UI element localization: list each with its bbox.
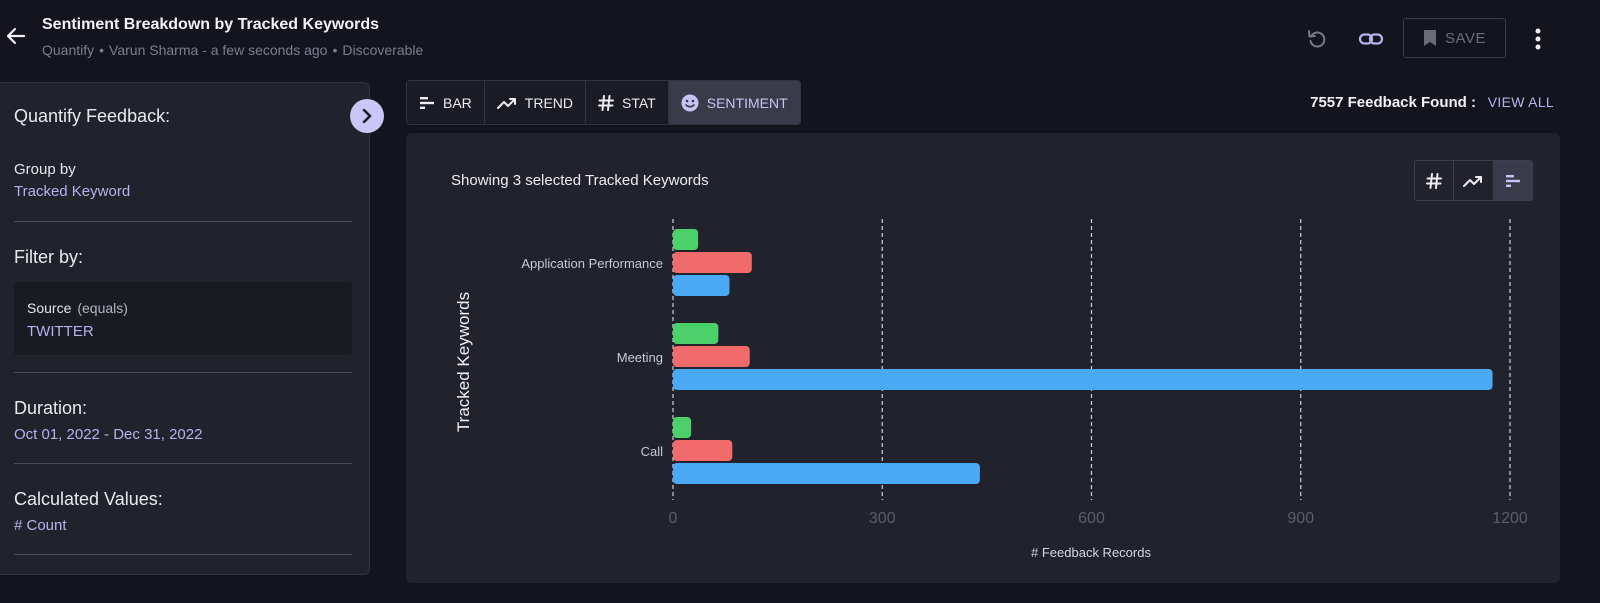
chevron-right-icon xyxy=(362,109,372,123)
bar-neutral xyxy=(673,463,980,484)
bar-negative xyxy=(673,346,750,367)
page-title: Sentiment Breakdown by Tracked Keywords xyxy=(42,16,379,33)
feedback-found-count: 7557 Feedback Found : xyxy=(1310,94,1476,111)
meta-visibility: Discoverable xyxy=(342,42,424,58)
chart-category-labels: Application Performance Meeting Call xyxy=(521,256,663,459)
hash-icon xyxy=(1426,172,1443,189)
hash-icon xyxy=(598,94,615,111)
filter-field: Source xyxy=(27,300,72,316)
reset-icon xyxy=(1308,30,1326,48)
x-tick-label: 600 xyxy=(1078,510,1105,527)
duration-value[interactable]: Oct 01, 2022 - Dec 31, 2022 xyxy=(14,426,203,443)
page-meta: Quantify • Varun Sharma - a few seconds ag… xyxy=(42,42,424,58)
chart-bars xyxy=(673,229,1493,484)
bar-negative xyxy=(673,252,752,273)
filter-field-row: Source (equals) xyxy=(27,300,128,316)
chart-x-ticks: 0 300 600 900 1200 xyxy=(669,510,1528,527)
copy-link-button[interactable] xyxy=(1358,26,1384,52)
y-category-label: Meeting xyxy=(617,350,663,365)
divider xyxy=(14,463,352,464)
filter-heading: Filter by: xyxy=(14,247,84,267)
group-by-label: Group by xyxy=(14,161,76,178)
sidebar-heading: Quantify Feedback: xyxy=(14,106,171,126)
tab-trend[interactable]: TREND xyxy=(485,81,587,124)
y-axis-title: Tracked Keywords xyxy=(454,292,473,432)
duration-heading: Duration: xyxy=(14,398,88,418)
tab-stat[interactable]: STAT xyxy=(586,81,669,124)
tab-label: STAT xyxy=(622,94,656,111)
more-vertical-icon xyxy=(1535,28,1541,50)
chart-title: Showing 3 selected Tracked Keywords xyxy=(451,172,709,189)
filter-value[interactable]: TWITTER xyxy=(27,323,94,340)
link-icon xyxy=(1358,33,1384,45)
save-button[interactable]: SAVE xyxy=(1403,18,1506,58)
y-category-label: Call xyxy=(641,444,664,459)
x-axis-title: # Feedback Records xyxy=(1031,545,1151,560)
bar-view-button[interactable] xyxy=(1493,161,1532,200)
bar-positive xyxy=(673,229,699,250)
bar-neutral xyxy=(673,369,1493,390)
tab-label: TREND xyxy=(524,94,574,111)
chart-view-toggle xyxy=(1414,160,1533,201)
tab-label: SENTIMENT xyxy=(706,94,788,111)
tab-sentiment[interactable]: SENTIMENT xyxy=(668,81,800,124)
bar-positive xyxy=(673,323,719,344)
chart-panel xyxy=(406,133,1560,583)
divider xyxy=(14,372,352,373)
reset-button[interactable] xyxy=(1304,26,1330,52)
x-tick-label: 1200 xyxy=(1492,510,1528,527)
more-options-button[interactable] xyxy=(1525,26,1551,52)
meta-author: Varun Sharma - a few seconds ago xyxy=(109,42,328,58)
sidebar-toggle-button[interactable] xyxy=(350,99,384,133)
calculated-values-value[interactable]: # Count xyxy=(14,517,67,534)
tab-label: BAR xyxy=(443,94,472,111)
back-button[interactable] xyxy=(4,24,28,48)
trend-icon xyxy=(1463,175,1483,187)
y-category-label: Application Performance xyxy=(521,256,663,271)
divider xyxy=(14,554,352,555)
page-header: Sentiment Breakdown by Tracked Keywords … xyxy=(0,0,1600,76)
view-all-link[interactable]: VIEW ALL xyxy=(1487,94,1554,110)
chart-type-tabs: BAR TREND STAT SENTIMENT xyxy=(406,80,801,125)
bar-chart-icon xyxy=(420,96,434,109)
divider xyxy=(14,221,352,222)
x-tick-label: 0 xyxy=(669,510,678,527)
bar-neutral xyxy=(673,275,730,296)
meta-app: Quantify xyxy=(42,42,95,58)
calculated-values-heading: Calculated Values: xyxy=(14,489,163,509)
save-label: SAVE xyxy=(1445,29,1486,47)
trend-view-button[interactable] xyxy=(1454,161,1494,200)
filter-operator: (equals) xyxy=(77,300,128,316)
arrow-left-icon xyxy=(6,27,26,45)
bar-negative xyxy=(673,440,733,461)
filter-card[interactable]: Source (equals) TWITTER xyxy=(14,282,352,355)
bar-chart-icon xyxy=(1505,174,1520,187)
chart-grid xyxy=(672,219,1511,500)
number-view-button[interactable] xyxy=(1415,161,1455,200)
x-tick-label: 900 xyxy=(1287,510,1314,527)
trend-icon xyxy=(496,97,516,109)
bar-positive xyxy=(673,417,692,438)
group-by-value[interactable]: Tracked Keyword xyxy=(14,183,131,200)
bookmark-icon xyxy=(1424,30,1437,46)
x-tick-label: 300 xyxy=(869,510,896,527)
tab-bar[interactable]: BAR xyxy=(407,81,485,124)
smiley-icon xyxy=(681,94,699,111)
